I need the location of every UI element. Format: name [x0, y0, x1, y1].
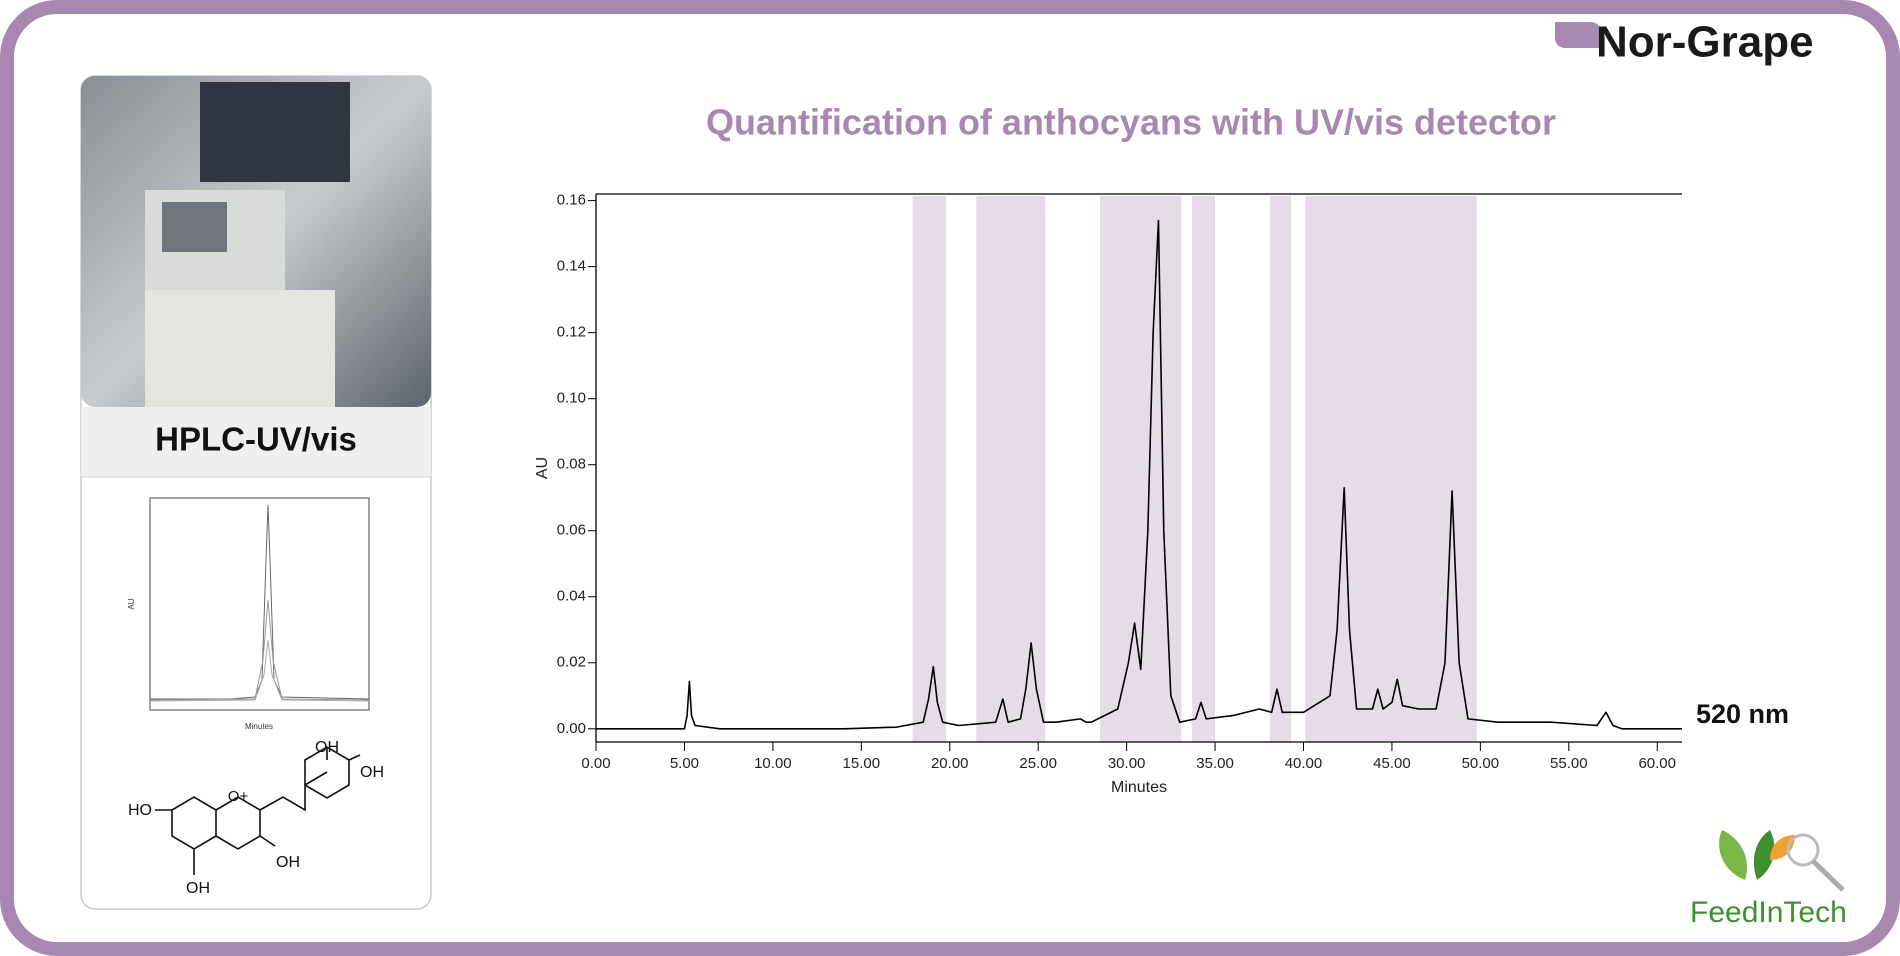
molecule-label: O+	[228, 788, 249, 805]
molecule-label: HO	[128, 802, 152, 819]
highlight-band	[912, 196, 947, 742]
y-tick-label: 0.04	[557, 588, 586, 605]
y-axis-label: AU	[534, 457, 551, 479]
molecule-label: OH	[186, 880, 210, 897]
mini-x-label: Minutes	[245, 722, 273, 731]
wavelength-annotation: 520 nm	[1696, 699, 1789, 729]
molecule	[155, 746, 361, 875]
photo-screen	[162, 202, 227, 252]
x-tick-label: 40.00	[1285, 755, 1323, 772]
footer-logo: FeedInTech	[1690, 830, 1847, 929]
x-tick-label: 0.00	[581, 755, 610, 772]
y-tick-label: 0.16	[557, 192, 586, 209]
highlight-band	[1269, 196, 1292, 742]
logo-mark	[1555, 22, 1601, 48]
mini-trace	[149, 639, 370, 702]
x-tick-label: 10.00	[754, 755, 792, 772]
x-tick-label: 45.00	[1373, 755, 1411, 772]
x-tick-label: 25.00	[1019, 755, 1057, 772]
x-tick-label: 15.00	[843, 755, 881, 772]
panel-label: HPLC-UV/vis	[155, 421, 357, 458]
y-tick-label: 0.08	[557, 456, 586, 473]
footer-logo-text: FeedInTech	[1690, 896, 1847, 929]
photo-detector	[200, 82, 350, 182]
x-axis-label: Minutes	[1111, 779, 1167, 796]
y-tick-label: 0.14	[557, 258, 586, 275]
left-panel: HPLC-UV/vis Minutes AU OH OH HO O+ OH OH	[80, 75, 432, 910]
highlight-band	[1305, 196, 1477, 742]
y-tick-label: 0.06	[557, 522, 586, 539]
label-band	[81, 407, 431, 476]
x-tick-label: 60.00	[1638, 755, 1676, 772]
chromatogram: Quantification of anthocyans with UV/vis…	[534, 102, 1789, 797]
x-tick-label: 5.00	[670, 755, 699, 772]
x-tick-label: 35.00	[1196, 755, 1234, 772]
logo-text: Nor-Grape	[1596, 18, 1814, 67]
y-tick-label: 0.00	[557, 720, 586, 737]
mini-trace	[150, 504, 370, 700]
highlight-band	[976, 196, 1046, 742]
molecule-label: OH	[360, 764, 384, 781]
trace-line	[596, 219, 1682, 730]
x-tick-label: 20.00	[931, 755, 969, 772]
chart-title: Quantification of anthocyans with UV/vis…	[706, 102, 1556, 143]
y-tick-label: 0.10	[557, 390, 586, 407]
molecule-label: OH	[276, 854, 300, 871]
x-tick-label: 30.00	[1108, 755, 1146, 772]
mini-y-label: AU	[127, 598, 136, 609]
y-tick-label: 0.02	[557, 654, 586, 671]
molecule-label: OH	[315, 739, 339, 756]
highlight-band	[1100, 196, 1182, 742]
highlight-band	[1192, 196, 1216, 742]
x-tick-label: 50.00	[1462, 755, 1500, 772]
y-tick-label: 0.12	[557, 324, 586, 341]
x-tick-label: 55.00	[1550, 755, 1588, 772]
photo-base	[145, 290, 335, 407]
